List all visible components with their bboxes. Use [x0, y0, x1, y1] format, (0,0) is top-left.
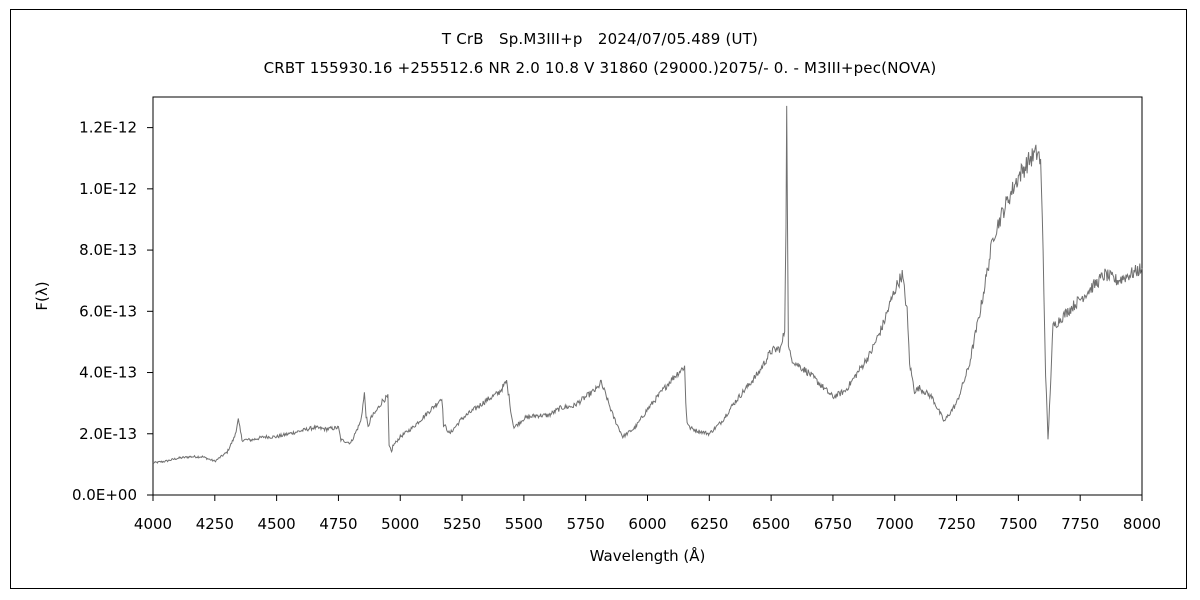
spectrum-line: [152, 105, 1143, 464]
x-axis-title: Wavelength (Å): [590, 546, 706, 565]
x-tick-label: 7250: [937, 515, 975, 533]
x-tick-label: 4250: [196, 515, 234, 533]
x-tick-label: 4750: [319, 515, 357, 533]
x-tick-label: 6500: [752, 515, 790, 533]
x-tick-label: 5000: [381, 515, 419, 533]
y-tick-label: 1.2E-12: [79, 119, 137, 137]
x-tick-label: 6750: [814, 515, 852, 533]
y-tick-label: 2.0E-13: [79, 425, 137, 443]
x-tick-label: 7000: [876, 515, 914, 533]
x-tick-label: 6000: [628, 515, 666, 533]
y-tick-label: 6.0E-13: [79, 302, 137, 320]
y-axis-title: F(λ): [33, 281, 51, 310]
y-tick-label: 4.0E-13: [79, 364, 137, 382]
x-tick-label: 6250: [690, 515, 728, 533]
plot-area: [152, 96, 1143, 496]
x-axis: 4000 4250 4500 4750 5000 5250 5500 5750 6000 6250…: [134, 495, 1161, 533]
x-tick-label: 7500: [999, 515, 1037, 533]
y-tick-label: 8.0E-13: [79, 241, 137, 259]
chart-title: T CrB Sp.M3III+p 2024/07/05.489 (UT): [441, 30, 759, 48]
chart-frame: [10, 9, 1187, 589]
x-tick-label: 7750: [1061, 515, 1099, 533]
x-tick-label: 5750: [567, 515, 605, 533]
x-tick-label: 8000: [1123, 515, 1161, 533]
x-tick-label: 4500: [258, 515, 296, 533]
x-tick-label: 5500: [505, 515, 543, 533]
y-tick-label: 0.0E+00: [72, 486, 137, 504]
y-tick-label: 1.0E-12: [79, 180, 137, 198]
x-tick-label: 5250: [443, 515, 481, 533]
x-tick-label: 4000: [134, 515, 172, 533]
y-axis: 0.0E+00 2.0E-13 4.0E-13 6.0E-13 8.0E-13 1.0E-…: [72, 119, 153, 504]
chart-subtitle: CRBT 155930.16 +255512.6 NR 2.0 10.8 V 3…: [263, 59, 937, 77]
